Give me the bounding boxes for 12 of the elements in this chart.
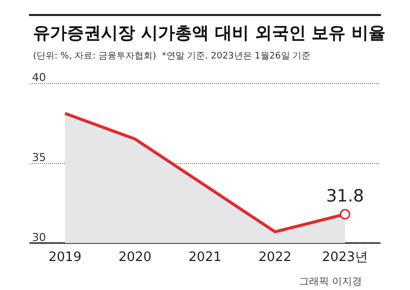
- x-tick-label: 2019: [48, 250, 82, 265]
- chart-subtitle: (단위: %, 자료: 금융투자협회) *연말 기준. 2023년은 1월26일 기준: [33, 52, 311, 62]
- chart-title: 유가증권시장 시가총액 대비 외국인 보유 비율: [33, 24, 386, 44]
- y-tick-label: 35: [32, 151, 46, 164]
- data-label: 31.8: [326, 186, 364, 206]
- x-tick-label: 2021: [188, 250, 222, 265]
- x-tick-label: 2023년: [322, 250, 368, 265]
- x-tick-label: 2022: [258, 250, 292, 265]
- text: 그래픽 이지경: [298, 276, 362, 288]
- y-tick-label: 40: [32, 71, 46, 84]
- y-tick-label: 30: [32, 231, 46, 244]
- x-tick-label: 2020: [118, 250, 152, 265]
